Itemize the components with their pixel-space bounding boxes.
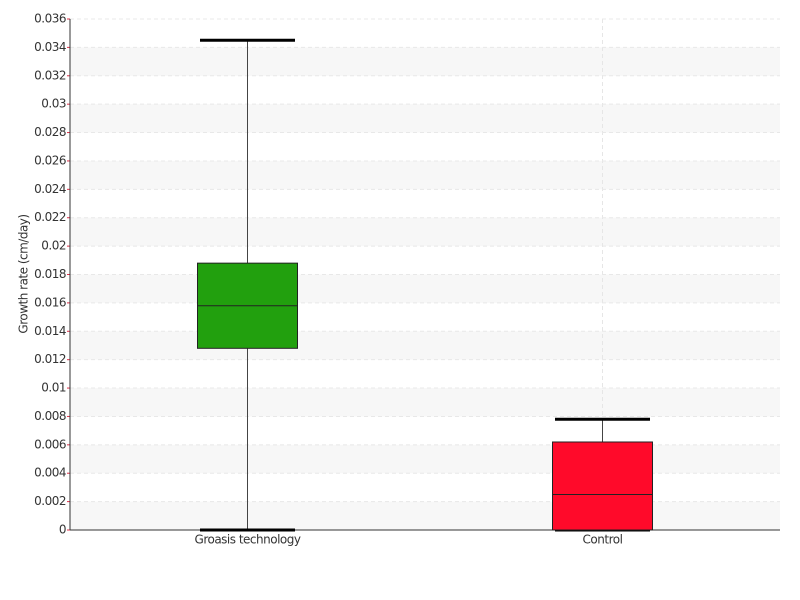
y-tick-label: 0.002 — [34, 494, 66, 508]
grid-band — [70, 160, 780, 190]
y-tick-label: 0.008 — [34, 409, 66, 423]
y-tick-label: 0.022 — [34, 210, 66, 224]
y-tick-label: 0.02 — [41, 239, 66, 253]
y-tick-label: 0.006 — [34, 437, 66, 451]
y-tick-label: 0.014 — [34, 324, 66, 338]
y-tick-label: 0.028 — [34, 125, 66, 139]
y-tick-label: 0.032 — [34, 68, 66, 82]
y-tick-label: 0.01 — [41, 381, 66, 395]
grid-band — [70, 331, 780, 360]
y-tick-label: 0 — [59, 523, 66, 537]
y-tick-label: 0.012 — [34, 352, 66, 366]
y-tick-label: 0.024 — [34, 182, 66, 196]
y-tick-label: 0.034 — [34, 40, 66, 54]
grid-band — [70, 444, 780, 474]
y-axis-label: Growth rate (cm/day) — [17, 214, 31, 333]
box — [552, 441, 653, 531]
grid-band — [70, 274, 780, 303]
y-tick-label: 0.016 — [34, 295, 66, 309]
y-tick-label: 0.004 — [34, 466, 66, 480]
x-tick-label: Groasis technology — [195, 533, 301, 547]
grid-band — [70, 501, 780, 530]
grid-band — [70, 388, 780, 417]
grid-band — [70, 217, 780, 247]
y-tick-label: 0.036 — [34, 12, 66, 26]
y-tick-label: 0.026 — [34, 153, 66, 167]
grid-band — [70, 47, 780, 76]
grid-band — [70, 104, 780, 133]
y-tick-label: 0.018 — [34, 267, 66, 281]
x-tick-label: Control — [583, 533, 623, 547]
y-tick-label: 0.03 — [41, 97, 66, 111]
